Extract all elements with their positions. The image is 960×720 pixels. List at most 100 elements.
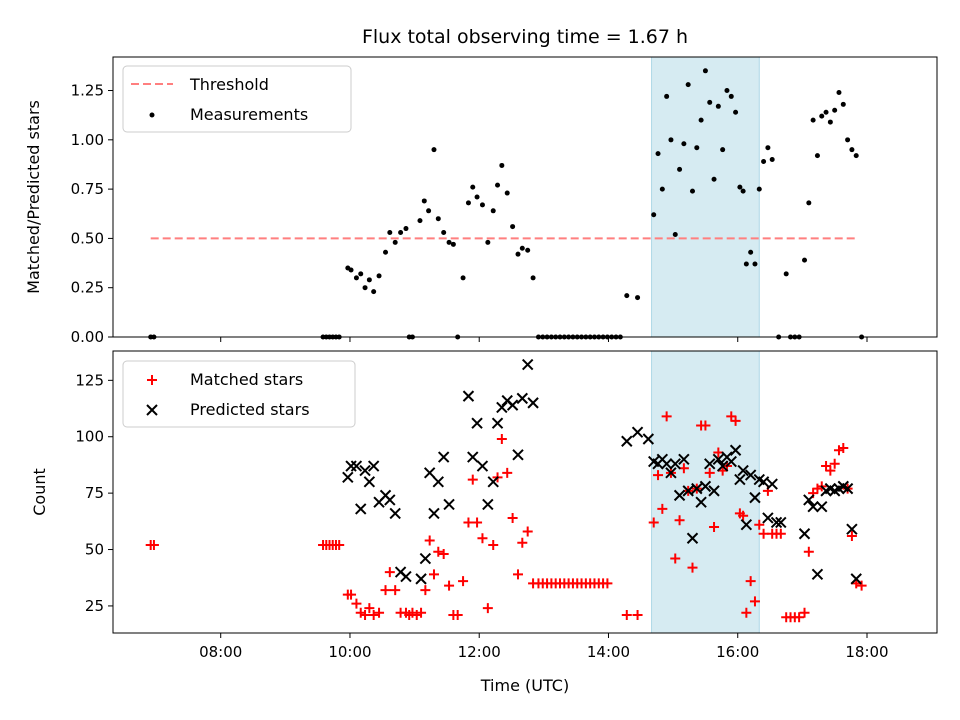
measurement-point (664, 93, 670, 99)
matched-point (657, 503, 668, 514)
measurement-point (515, 251, 521, 257)
predicted-point (437, 451, 450, 463)
measurement-point (655, 151, 661, 157)
measurement-point (707, 99, 713, 105)
predicted-point (850, 573, 862, 585)
matched-point (512, 569, 523, 580)
matched-point (384, 567, 395, 578)
predicted-point (770, 516, 783, 529)
bottom-y-tick-label: 50 (85, 541, 104, 559)
matched-point (438, 549, 449, 560)
matched-point (653, 470, 664, 481)
measurement-point (376, 273, 382, 279)
measurement-point (383, 249, 389, 255)
measurement-point (530, 275, 536, 281)
predicted-point (415, 573, 427, 585)
measurement-point (814, 153, 820, 159)
matched-point (458, 576, 469, 587)
measurement-point (519, 245, 525, 251)
measurement-point (659, 186, 665, 192)
predicted-point (660, 458, 673, 470)
bottom-legend: Matched stars Predicted stars (122, 360, 356, 428)
predicted-point (803, 494, 815, 506)
bottom-y-tick-label: 100 (75, 428, 104, 446)
measurement-point (366, 277, 372, 283)
matched-point (846, 530, 857, 541)
top-y-axis-label: Matched/Predicted stars (24, 100, 43, 294)
measurement-point (769, 157, 775, 163)
measurement-point (689, 188, 695, 194)
measurement-point (819, 113, 825, 119)
measurement-point (733, 109, 739, 115)
measurement-point (840, 101, 846, 107)
predicted-point (816, 500, 828, 513)
matched-point (749, 596, 760, 607)
predicted-point (389, 507, 401, 520)
matched-point (346, 589, 357, 600)
predicted-point (506, 399, 519, 411)
measurement-point (715, 103, 721, 109)
measurement-point (806, 200, 812, 206)
measurement-point (711, 176, 717, 182)
measurement-point (392, 239, 398, 245)
predicted-point (462, 390, 475, 402)
x-tick-label: 12:00 (458, 643, 501, 661)
measurement-point (362, 285, 368, 291)
x-tick-label: 14:00 (587, 643, 630, 661)
matched-point (428, 569, 439, 580)
predicted-point (521, 358, 534, 371)
predicted-point (749, 491, 761, 504)
matched-point (360, 609, 371, 620)
measurement-point (827, 119, 833, 125)
matched-point (803, 546, 814, 557)
measurement-point (495, 182, 501, 188)
measurement-point (765, 145, 771, 151)
bottom-highlight-span (651, 350, 760, 634)
predicted-point (342, 471, 354, 484)
predicted-point (631, 426, 644, 438)
predicted-point (355, 503, 367, 515)
predicted-point (527, 397, 539, 409)
predicted-point (686, 532, 699, 544)
legend-matched-label: Matched stars (190, 370, 303, 389)
measurement-point (460, 275, 466, 281)
matched-point (799, 607, 810, 618)
measurement-point (681, 141, 687, 147)
matched-point (754, 519, 765, 530)
predicted-point (841, 482, 854, 495)
measurement-point (624, 293, 630, 299)
predicted-point (350, 460, 363, 472)
legend-predicted-swatch (146, 404, 158, 416)
predicted-point (516, 392, 529, 405)
top-y-tick-label: 1.00 (71, 131, 104, 149)
top-legend-frame (122, 65, 352, 133)
measurement-point (465, 200, 471, 206)
top-panel: 0.00 0.25 0.50 0.75 1.00 1.25 (71, 56, 938, 346)
predicted-point (708, 485, 720, 497)
predicted-point (704, 458, 716, 470)
matched-point (452, 609, 463, 620)
predicted-point (669, 458, 681, 470)
measurement-point (510, 224, 516, 230)
bottom-y-tick-label: 25 (85, 597, 104, 615)
x-tick-label: 10:00 (328, 643, 371, 661)
matched-point (738, 510, 749, 521)
measurement-point (823, 109, 829, 115)
legend-measurements-swatch (149, 112, 155, 118)
predicted-point (345, 460, 357, 472)
measurement-point (694, 145, 700, 151)
predicted-point (432, 476, 444, 488)
measurement-point (353, 275, 359, 281)
measurement-point (490, 208, 496, 214)
top-legend: Threshold Measurements (122, 65, 352, 133)
matched-point (477, 533, 488, 544)
predicted-point (729, 444, 742, 456)
legend-threshold-label: Threshold (189, 75, 269, 94)
legend-x-marker (146, 404, 158, 416)
matched-point (730, 415, 741, 426)
matched-point (433, 546, 444, 557)
measurement-point (832, 107, 838, 113)
measurement-point (450, 241, 456, 247)
measurement-point (845, 137, 851, 143)
top-axes-frame (112, 56, 938, 338)
